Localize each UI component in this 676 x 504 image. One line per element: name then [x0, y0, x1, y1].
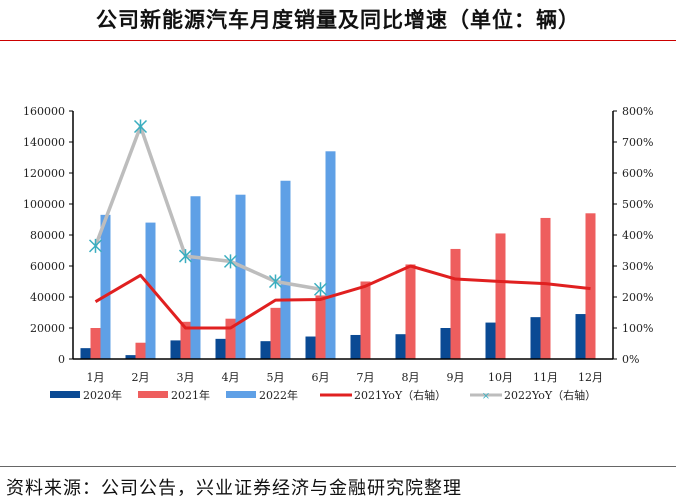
- bar-2020年: [215, 338, 226, 359]
- bar-2021年: [495, 233, 506, 359]
- left-tick-label: 40000: [30, 291, 65, 304]
- marker-2022YoY（右轴）: [178, 249, 193, 264]
- x-tick-label: 9月: [447, 371, 465, 384]
- line-2022YoY（右轴）: [93, 124, 321, 291]
- bar-2021年: [540, 217, 551, 359]
- marker-2022YoY（右轴）: [88, 238, 103, 253]
- bar-2020年: [170, 340, 181, 359]
- legend-swatch: [138, 391, 168, 398]
- bar-2021年: [405, 264, 416, 359]
- bar-2021年: [225, 318, 236, 359]
- legend-label: 2020年: [83, 388, 122, 402]
- line-2021YoY（右轴）: [94, 264, 591, 330]
- bar-2021年: [135, 342, 146, 359]
- bar-2021年: [315, 295, 326, 359]
- x-tick-label: 11月: [533, 371, 558, 384]
- bar-2022年: [325, 151, 336, 359]
- x-tick-label: 8月: [402, 371, 420, 384]
- legend-swatch: [50, 391, 80, 398]
- bar-2022年: [100, 214, 111, 359]
- x-tick-label: 2月: [132, 371, 150, 384]
- left-tick-label: 20000: [30, 322, 65, 335]
- bar-2020年: [530, 317, 541, 359]
- x-tick-label: 4月: [222, 371, 240, 384]
- right-tick-label: 300%: [622, 260, 653, 273]
- x-tick-label: 12月: [578, 371, 603, 384]
- x-tick-label: 1月: [87, 371, 105, 384]
- x-tick-label: 7月: [357, 371, 375, 384]
- right-tick-label: 600%: [622, 167, 653, 180]
- source-note: 资料来源：公司公告，兴业证券经济与金融研究院整理: [6, 478, 462, 499]
- right-tick-label: 800%: [622, 105, 653, 118]
- left-tick-label: 160000: [23, 105, 65, 118]
- marker-2022YoY（右轴）: [268, 274, 283, 289]
- x-tick-label: 3月: [177, 371, 195, 384]
- bar-2020年: [80, 348, 91, 359]
- marker-2022YoY（右轴）: [223, 254, 238, 269]
- bar-2022年: [280, 180, 291, 359]
- bar-2022年: [190, 196, 201, 359]
- x-tick-label: 10月: [488, 371, 513, 384]
- bar-2021年: [585, 213, 596, 359]
- x-tick-label: 6月: [312, 371, 330, 384]
- marker-2022YoY（右轴）: [133, 119, 148, 134]
- right-tick-label: 500%: [622, 198, 653, 211]
- bar-2020年: [305, 336, 316, 359]
- bar-2020年: [575, 314, 586, 359]
- right-tick-label: 0%: [622, 353, 639, 366]
- bar-2020年: [125, 355, 136, 359]
- legend-label: 2022年: [259, 388, 298, 402]
- chart: 0 20000 40000 60000 80000 100000 120000 140000 1…: [23, 105, 653, 402]
- right-tick-label: 100%: [622, 322, 653, 335]
- legend-label: 2021年: [171, 388, 210, 402]
- bar-2020年: [350, 334, 361, 359]
- marker-2022YoY（右轴）: [313, 282, 328, 297]
- left-tick-label: 80000: [30, 229, 65, 242]
- legend-swatch: [226, 391, 256, 398]
- bar-2020年: [440, 328, 451, 359]
- right-tick-label: 700%: [622, 136, 653, 149]
- chart-title: 公司新能源汽车月度销量及同比增速（单位：辆）: [0, 0, 676, 41]
- right-tick-label: 400%: [622, 229, 653, 242]
- bar-2021年: [180, 321, 191, 359]
- legend-marker: ×: [482, 391, 490, 402]
- right-tick-label: 200%: [622, 291, 653, 304]
- bar-2021年: [270, 307, 281, 359]
- bar-2021年: [360, 281, 371, 359]
- left-tick-label: 140000: [23, 136, 65, 149]
- left-tick-label: 120000: [23, 167, 65, 180]
- bar-2021年: [450, 248, 461, 359]
- bar-2021年: [90, 328, 101, 359]
- bar-2020年: [395, 334, 406, 359]
- legend-label: 2021YoY（右轴）: [354, 388, 446, 402]
- left-tick-label: 100000: [23, 198, 65, 211]
- divider: [0, 466, 676, 467]
- bar-2020年: [260, 341, 271, 359]
- x-tick-label: 5月: [267, 371, 285, 384]
- bar-2020年: [485, 322, 496, 359]
- left-tick-label: 60000: [30, 260, 65, 273]
- bar-2022年: [235, 194, 246, 359]
- legend-label: 2022YoY（右轴）: [504, 388, 596, 402]
- left-tick-label: 0: [58, 353, 65, 366]
- bar-2022年: [145, 222, 156, 359]
